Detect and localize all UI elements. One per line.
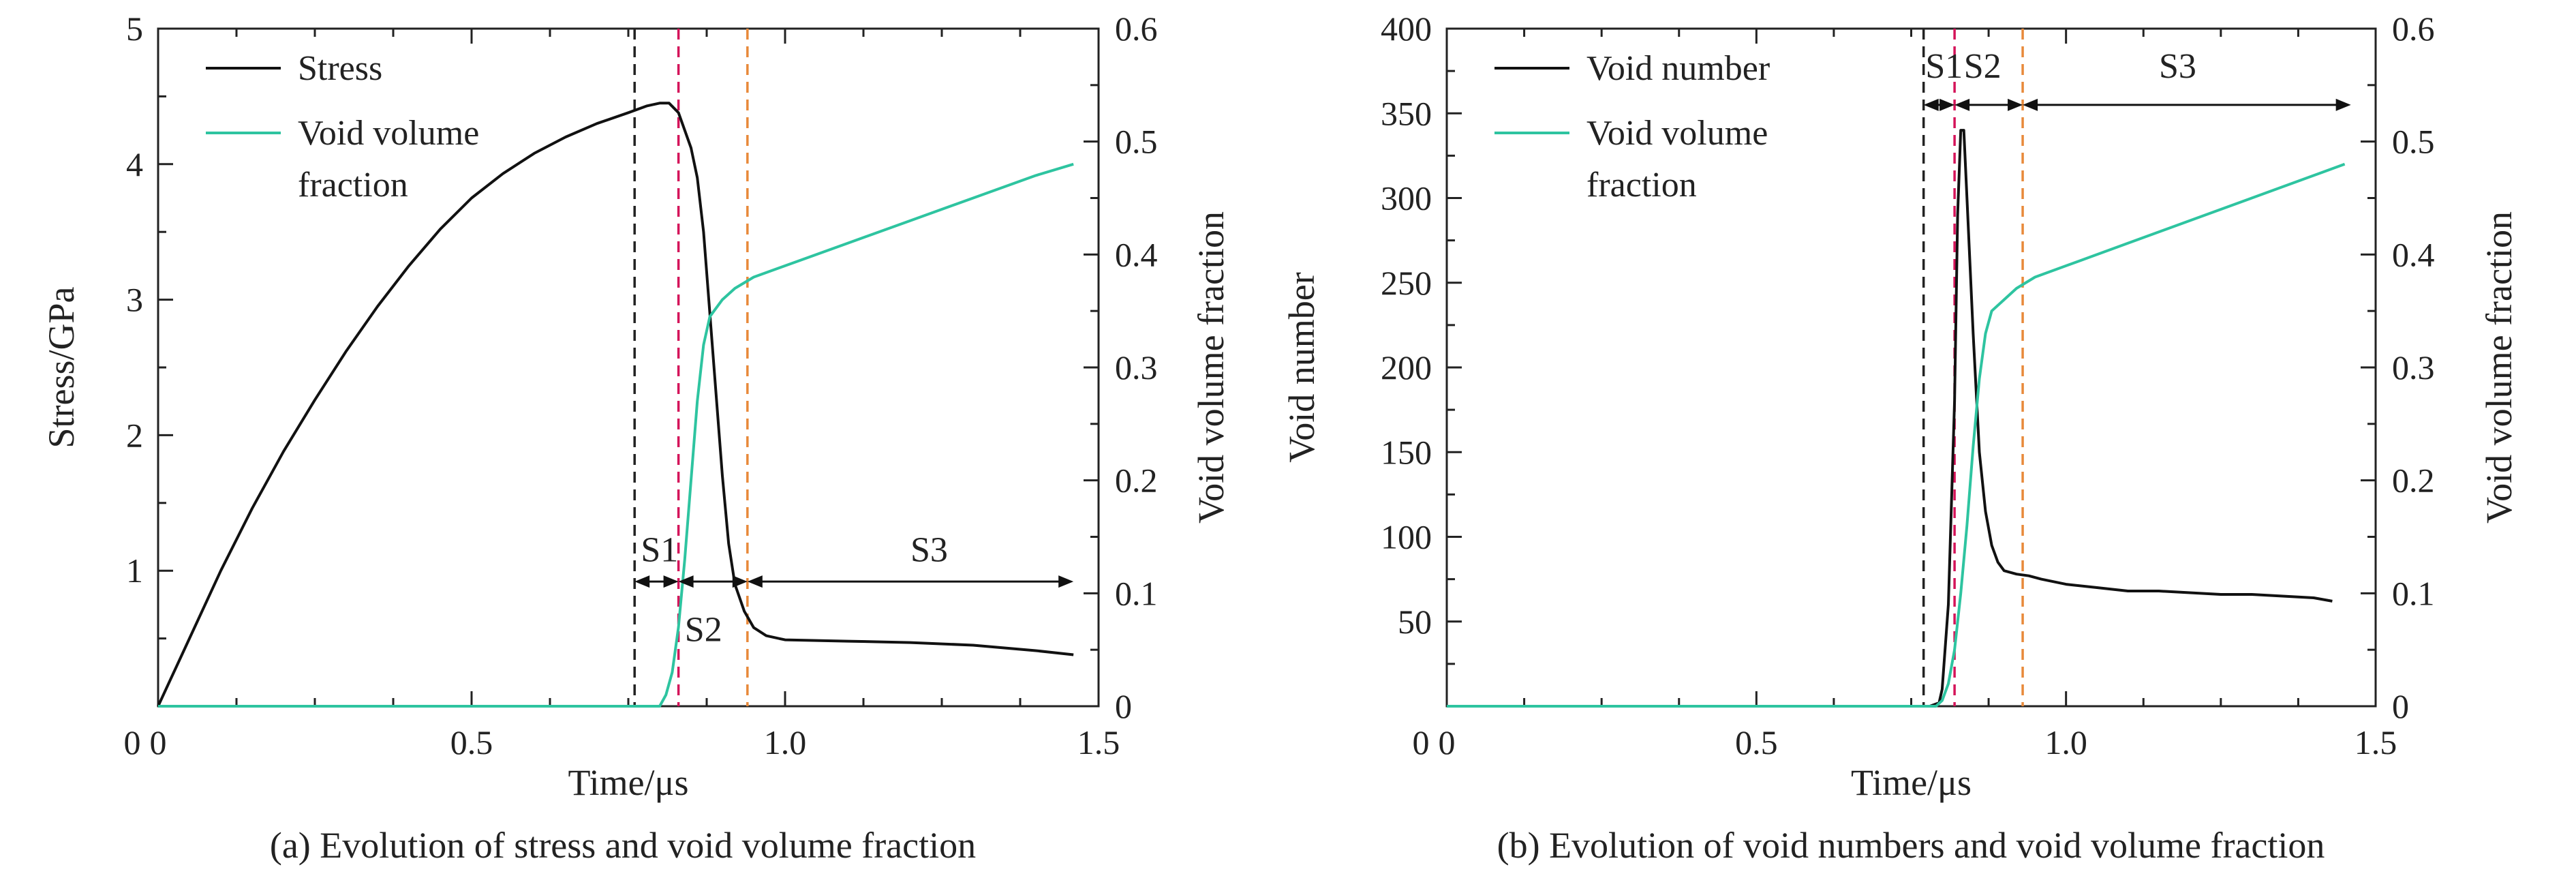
y-tick-label: 250 bbox=[1381, 264, 1432, 302]
x-tick-label-origin: 0 bbox=[124, 723, 141, 761]
series-line-primary bbox=[1447, 129, 2333, 708]
stage-label-s3: S3 bbox=[2159, 47, 2196, 86]
stage-arrow-head-left bbox=[678, 575, 694, 588]
stage-arrow-head-right bbox=[1939, 98, 1955, 111]
y2-tick-label: 0 bbox=[2392, 687, 2409, 725]
y2-tick-label: 0.6 bbox=[1115, 10, 1158, 48]
legend-label-primary: Stress bbox=[298, 49, 382, 88]
x-tick-label: 0 bbox=[150, 723, 167, 761]
x-axis-label: Time/μs bbox=[568, 762, 688, 803]
figure-caption: (b) Evolution of void numbers and void v… bbox=[1497, 825, 2325, 866]
stage-label-s3: S3 bbox=[910, 530, 948, 569]
y-tick-label: 1 bbox=[126, 551, 143, 590]
y-tick-label: 100 bbox=[1381, 518, 1432, 556]
stage-arrow-head-left bbox=[1923, 98, 1939, 111]
stage-arrow-head-right bbox=[1058, 575, 1074, 588]
stage-arrow-head-right bbox=[732, 575, 748, 588]
figure-caption: (a) Evolution of stress and void volume … bbox=[270, 825, 976, 866]
y-tick-label: 50 bbox=[1398, 603, 1432, 641]
legend-label-primary: Void number bbox=[1586, 49, 1770, 88]
stage-arrow-head-right bbox=[2335, 98, 2351, 111]
y2-tick-label: 0.6 bbox=[2392, 10, 2435, 48]
x-tick-label: 0 bbox=[1439, 723, 1456, 761]
chart-panel-a: 0 0.5 1.0 1.512345000.10.20.30.40.50.6Time/… bbox=[41, 10, 1231, 866]
y2-tick-label: 0.1 bbox=[2392, 574, 2435, 612]
y-axis-label: Stress/GPa bbox=[41, 286, 82, 448]
legend-label-void-volume-fraction: Void volume fraction bbox=[1586, 114, 1768, 205]
stage-label-s1: S1 bbox=[1925, 47, 1963, 86]
x-tick-label: 0.5 bbox=[1735, 723, 1778, 761]
y-tick-label: 200 bbox=[1381, 348, 1432, 387]
y2-tick-label: 0 bbox=[1115, 687, 1132, 725]
y2-tick-label: 0.4 bbox=[1115, 235, 1158, 273]
y2-tick-label: 0.2 bbox=[2392, 461, 2435, 500]
y2-tick-label: 0.2 bbox=[1115, 461, 1158, 500]
y-tick-label: 2 bbox=[126, 416, 143, 454]
series-line-primary bbox=[157, 102, 1074, 707]
y2-tick-label: 0.1 bbox=[1115, 574, 1158, 612]
stage-arrow-head-left bbox=[747, 575, 763, 588]
stage-arrow-head-right bbox=[2008, 98, 2023, 111]
x-tick-label-origin: 0 bbox=[1413, 723, 1430, 761]
y-tick-label: 150 bbox=[1381, 433, 1432, 471]
x-axis-label: Time/μs bbox=[1851, 762, 1972, 803]
y2-tick-label: 0.5 bbox=[1115, 123, 1158, 161]
x-tick-label: 1.0 bbox=[2044, 723, 2087, 761]
stage-label-s2: S2 bbox=[1964, 47, 2002, 86]
y-tick-label: 5 bbox=[126, 10, 143, 48]
y2-tick-label: 0.3 bbox=[1115, 348, 1158, 387]
stage-label-s2: S2 bbox=[685, 611, 722, 650]
chart-panel-b: 0 0.5 1.0 1.550100150200250300350400000.10.… bbox=[1281, 10, 2519, 866]
y2-tick-label: 0.5 bbox=[2392, 123, 2435, 161]
legend-label-line: fraction bbox=[298, 166, 408, 205]
y2-tick-label: 0.3 bbox=[2392, 348, 2435, 387]
x-tick-label: 0.5 bbox=[450, 723, 493, 761]
stage-label-s1: S1 bbox=[641, 530, 678, 569]
y-tick-label: 300 bbox=[1381, 179, 1432, 217]
legend-label-line: Void volume bbox=[298, 114, 479, 153]
stage-arrow-head-left bbox=[2023, 98, 2038, 111]
series-line-void-volume-fraction bbox=[158, 162, 1074, 708]
x-tick-label: 1.5 bbox=[2355, 723, 2397, 761]
y2-axis-label: Void volume fraction bbox=[1191, 211, 1231, 524]
stage-arrow-head-right bbox=[663, 575, 679, 588]
y-tick-label: 3 bbox=[126, 281, 143, 319]
stage-arrow-head-left bbox=[634, 575, 650, 588]
y-tick-label: 350 bbox=[1381, 94, 1432, 132]
series-line-void-volume-fraction bbox=[1447, 162, 2346, 708]
stage-arrow-head-left bbox=[1954, 98, 1970, 111]
y2-tick-label: 0.4 bbox=[2392, 235, 2435, 273]
y-axis-label: Void number bbox=[1281, 272, 1322, 463]
legend-label-line: Void volume bbox=[1586, 114, 1768, 153]
legend-label-void-volume-fraction: Void volume fraction bbox=[298, 114, 479, 205]
y2-axis-label: Void volume fraction bbox=[2479, 211, 2519, 524]
legend-label-line: fraction bbox=[1586, 166, 1697, 205]
y-tick-label: 4 bbox=[126, 145, 143, 183]
y-tick-label: 400 bbox=[1381, 10, 1432, 48]
x-tick-label: 1.0 bbox=[764, 723, 807, 761]
x-tick-label: 1.5 bbox=[1077, 723, 1120, 761]
